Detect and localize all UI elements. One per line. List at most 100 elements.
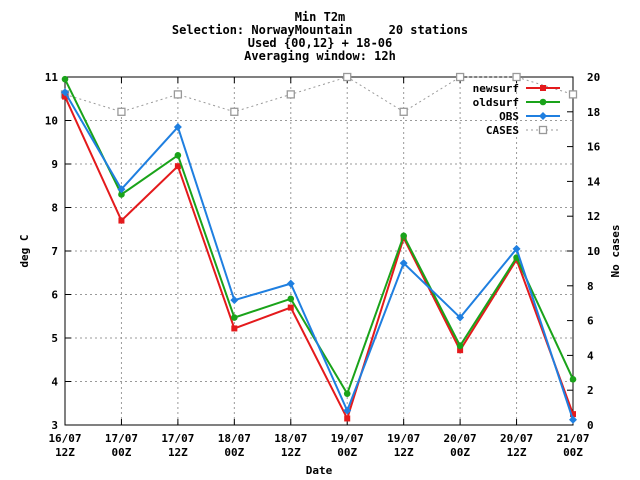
chart-title-line-1: Min T2m [294,10,346,24]
data-point [231,325,238,332]
data-point [118,217,125,224]
y2-axis-label: No cases [609,225,622,278]
data-point [230,296,239,305]
data-point [230,107,239,116]
axis-ticks: 345678910110246810121416182016/0712Z17/0… [45,71,601,459]
data-point [399,259,408,268]
legend-marker [540,85,546,91]
legend-label: oldsurf [473,96,519,109]
x-tick-label-date: 21/07 [556,432,589,445]
x-tick-label-date: 16/07 [48,432,81,445]
data-point [286,90,295,99]
series-line-cases [64,76,574,113]
data-point [569,415,577,424]
data-point [118,191,125,198]
legend-marker [538,125,548,135]
data-point [512,244,521,253]
data-point [456,313,465,322]
y2-tick-label: 18 [587,106,600,119]
y-tick-label: 6 [51,289,58,302]
data-point [343,390,351,397]
x-tick-label-date: 17/07 [161,432,194,445]
legend-label: newsurf [473,82,519,95]
data-point [455,72,465,82]
x-tick-label-date: 17/07 [105,432,138,445]
data-point [286,279,295,288]
legend-entry-oldsurf: oldsurf [473,96,560,109]
y2-tick-label: 6 [587,315,594,328]
data-point [512,72,521,82]
data-point [61,75,69,83]
legend-label: CASES [486,124,519,137]
x-tick-label-date: 19/07 [331,432,364,445]
x-tick-label-hour: 00Z [450,446,470,459]
y-tick-label: 10 [45,115,58,128]
data-point [399,107,408,116]
data-point [570,411,576,418]
grid [65,77,573,425]
y2-tick-label: 16 [587,141,601,154]
x-tick-label-hour: 00Z [112,446,132,459]
legend-entry-obs: OBS [499,110,560,123]
x-tick-label-date: 19/07 [387,432,420,445]
y-tick-label: 11 [45,71,59,84]
data-point [231,314,238,321]
data-point [343,72,352,82]
y2-tick-label: 20 [587,71,600,84]
legend-label: OBS [499,110,519,123]
series [60,72,578,424]
chart-title-line-4: Averaging window: 12h [244,49,396,63]
data-point [343,406,352,415]
x-tick-label-date: 20/07 [500,432,533,445]
data-point [457,347,464,354]
data-point [173,123,182,132]
data-point [344,415,351,422]
y2-tick-label: 10 [587,245,600,258]
y-axis-label: deg C [18,234,31,267]
series-line-obs [64,91,574,421]
data-point [174,163,181,170]
chart-title-line-2: Selection: NorwayMountain 20 stations [171,23,469,37]
data-point [287,304,294,311]
x-tick-label-hour: 12Z [168,446,188,459]
data-point [174,152,182,159]
y-tick-label: 5 [51,332,58,345]
data-point [117,185,126,194]
legend-entry-newsurf: newsurf [473,82,560,95]
y2-tick-label: 0 [587,419,594,432]
x-tick-label-hour: 00Z [337,446,357,459]
data-point [400,232,407,240]
series-obs [61,88,577,424]
y-tick-label: 4 [51,376,58,389]
data-point [568,90,578,99]
x-tick-label-hour: 12Z [55,446,75,459]
data-point [62,93,68,100]
legend-marker [539,112,547,120]
data-point [287,295,295,303]
legend-entry-cases: CASES [486,124,560,137]
x-tick-label-hour: 12Z [394,446,414,459]
y2-tick-label: 14 [587,175,601,188]
data-point [456,342,464,350]
data-point [61,88,69,97]
x-tick-label-date: 20/07 [444,432,477,445]
data-point [117,107,126,116]
legend-marker [539,98,547,106]
x-tick-label-hour: 12Z [281,446,301,459]
y-tick-label: 3 [51,419,58,432]
y2-tick-label: 8 [587,280,594,293]
y-tick-label: 7 [51,245,58,258]
x-tick-label-date: 18/07 [274,432,307,445]
y-tick-label: 9 [51,158,58,171]
x-tick-label-hour: 12Z [507,446,527,459]
y-tick-label: 8 [51,202,58,215]
data-point [173,90,183,99]
x-tick-label-date: 18/07 [218,432,251,445]
y2-tick-label: 2 [587,384,594,397]
chart-title-line-3: Used {00,12} + 18-06 [247,36,393,50]
y2-tick-label: 4 [587,349,594,362]
series-line-newsurf [64,96,574,422]
x-tick-label-hour: 00Z [563,446,583,459]
